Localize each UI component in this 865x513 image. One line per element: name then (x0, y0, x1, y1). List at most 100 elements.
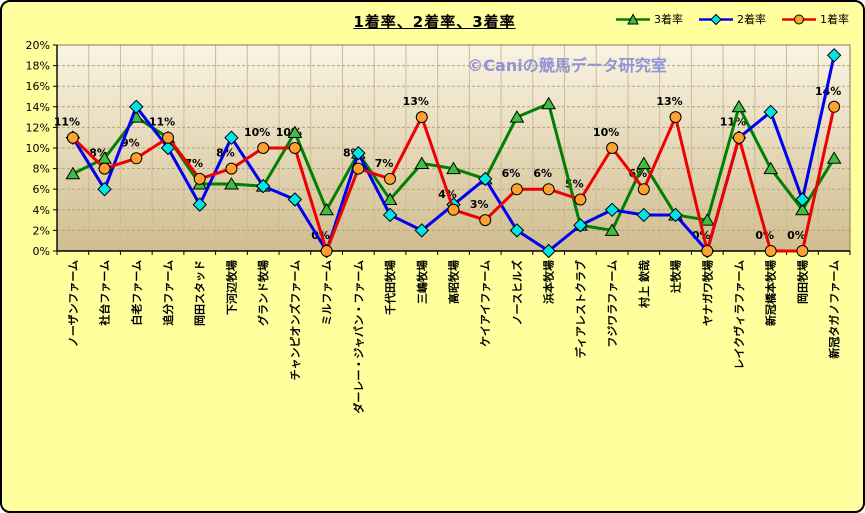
x-axis-label: 村上 欽哉 (637, 260, 651, 308)
y-axis-label: 16% (26, 80, 50, 93)
legend-diamond-swatch-icon (699, 13, 733, 25)
x-axis-label: 社台ファーム (98, 260, 112, 327)
y-axis-label: 0% (33, 245, 50, 258)
legend-item-2着率: 2着率 (699, 11, 766, 27)
marker-circle-1着率 (542, 183, 555, 196)
x-axis-label: ダーレー・ジャパン・ファーム (351, 260, 365, 414)
x-axis-label: 下河辺牧場 (224, 260, 238, 315)
data-label: 14% (815, 85, 841, 98)
marker-diamond-2着率 (509, 223, 525, 238)
marker-circle-1着率 (637, 183, 650, 196)
marker-triangle-3着率 (287, 125, 303, 139)
marker-diamond-2着率 (255, 178, 271, 194)
legend-label: 1着率 (820, 13, 849, 26)
data-label: 9% (121, 136, 140, 149)
x-axis-label: 三嶋牧場 (415, 260, 429, 304)
marker-circle-1着率 (66, 131, 79, 144)
data-label: 0% (755, 229, 774, 242)
marker-circle-1着率 (352, 162, 365, 175)
legend: 3着率 2着率 1着率 (612, 10, 853, 28)
y-axis-label: 12% (26, 121, 50, 134)
marker-diamond-2着率 (97, 181, 112, 197)
marker-diamond-2着率 (763, 104, 778, 120)
legend-label: 2着率 (737, 13, 766, 26)
marker-circle-1着率 (669, 111, 682, 124)
y-axis-label: 2% (33, 224, 50, 237)
marker-circle-1着率 (162, 131, 175, 144)
x-axis-label: 新冠橋本牧場 (764, 260, 778, 326)
data-label: 0% (787, 229, 806, 242)
x-axis-label: 岡田牧場 (795, 260, 809, 304)
y-axis-label: 8% (33, 163, 50, 176)
marker-diamond-2着率 (224, 130, 239, 145)
marker-circle-1着率 (510, 183, 523, 196)
data-label: 3% (470, 198, 489, 211)
x-axis-label: ヤナガワ牧場 (700, 260, 714, 326)
marker-circle-1着率 (796, 245, 809, 257)
marker-diamond-2着率 (795, 192, 810, 207)
marker-circle-1着率 (384, 172, 397, 185)
x-axis-label: チャンピオンズファーム (288, 260, 302, 380)
data-label: 10% (244, 126, 270, 139)
marker-circle-1着率 (257, 142, 270, 154)
y-axis-label: 10% (26, 142, 50, 155)
marker-circle-1着率 (320, 245, 333, 257)
marker-diamond-2着率 (636, 207, 652, 223)
marker-triangle-3着率 (382, 192, 398, 205)
data-label: 6% (533, 167, 552, 180)
marker-triangle-3着率 (604, 223, 620, 236)
marker-triangle-3着率 (224, 177, 239, 190)
data-label: 10% (593, 126, 619, 139)
marker-diamond-2着率 (573, 218, 588, 233)
marker-diamond-2着率 (129, 99, 144, 115)
marker-circle-1着率 (574, 193, 587, 206)
marker-triangle-3着率 (541, 96, 557, 110)
y-axis-label: 20% (26, 39, 50, 52)
chart-title: 1着率、2着率、3着率 (353, 13, 516, 31)
marker-circle-1着率 (606, 142, 619, 154)
marker-triangle-3着率 (636, 156, 652, 169)
marker-circle-1着率 (764, 245, 777, 257)
marker-triangle-3着率 (319, 202, 334, 216)
x-axis-label: ケイアイファーム (479, 260, 492, 347)
legend-item-3着率: 3着率 (616, 11, 683, 27)
data-label: 13% (656, 95, 682, 108)
marker-diamond-2着率 (668, 207, 683, 223)
y-axis-label: 18% (26, 60, 50, 73)
data-label: 13% (403, 95, 429, 108)
y-axis-label: 6% (33, 183, 50, 196)
marker-circle-1着率 (225, 162, 238, 175)
x-axis-label: 千代田牧場 (383, 260, 397, 315)
marker-diamond-2着率 (478, 171, 493, 187)
x-axis-label: ディアレストクラブ (573, 260, 587, 358)
data-label: 11% (720, 116, 746, 129)
marker-triangle-3着率 (731, 99, 747, 113)
marker-triangle-3着率 (414, 156, 430, 169)
x-axis-label: 辻牧場 (669, 260, 683, 293)
x-axis-label: 新冠タガノファーム (827, 260, 841, 359)
marker-circle-1着率 (732, 131, 745, 144)
marker-triangle-3着率 (763, 161, 779, 175)
marker-triangle-3着率 (826, 151, 842, 164)
marker-circle-1着率 (828, 100, 841, 113)
data-label: 7% (375, 157, 394, 170)
marker-circle-1着率 (98, 162, 111, 175)
data-label: 11% (54, 116, 80, 129)
x-axis-label: 高昭牧場 (447, 260, 461, 304)
marker-circle-1着率 (193, 172, 206, 185)
marker-circle-1着率 (130, 152, 143, 165)
data-label: 11% (149, 116, 175, 129)
marker-diamond-2着率 (351, 145, 366, 161)
x-axis-label: 白老ファーム (129, 260, 143, 326)
marker-circle-1着率 (288, 142, 301, 154)
marker-diamond-2着率 (160, 140, 176, 156)
x-axis-label: 追分ファーム (161, 260, 175, 326)
marker-circle-1着率 (701, 245, 714, 257)
x-axis-label: フジワラファーム (606, 260, 619, 348)
y-axis-label: 14% (26, 101, 50, 114)
marker-triangle-3着率 (699, 213, 715, 226)
marker-triangle-3着率 (795, 202, 810, 216)
y-axis-label: 4% (33, 204, 50, 217)
data-label: 6% (502, 167, 521, 180)
